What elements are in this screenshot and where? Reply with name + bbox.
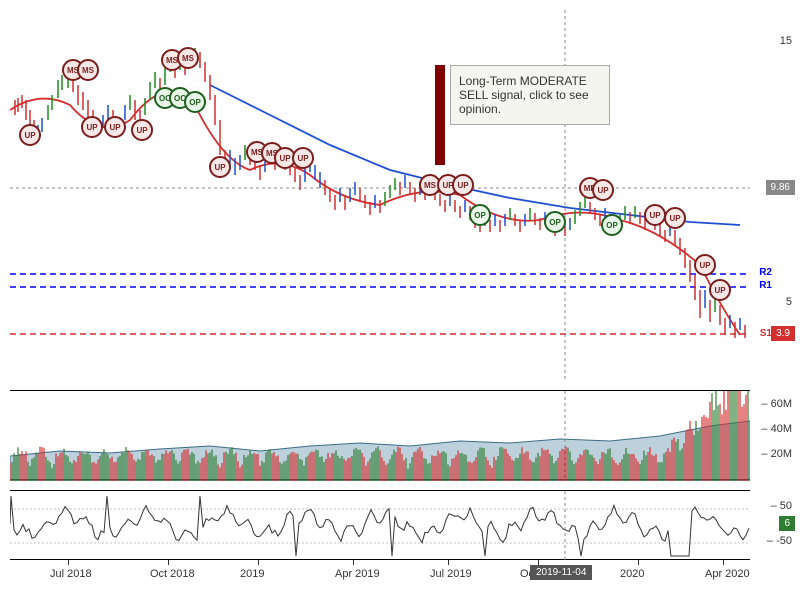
signal-marker-up[interactable]: UP	[709, 279, 731, 301]
vol-ytick-20m: – 20M	[761, 448, 792, 460]
crosshair-date-badge: 2019-11-04	[530, 565, 592, 580]
x-tick-label: Apr 2020	[705, 568, 750, 580]
osc-ytick-50: – 50	[771, 500, 792, 512]
stock-chart-container: MSMSUPUPUPUPMSMSOCOCOPUPMSMSUPUPMSUPUPOP…	[0, 0, 800, 600]
x-tick-label: Oct 2018	[150, 568, 195, 580]
x-tick-label: 2020	[620, 568, 644, 580]
resistance-r1-label: R1	[759, 280, 772, 291]
signal-marker-up[interactable]: UP	[664, 207, 686, 229]
signal-marker-up[interactable]: UP	[592, 179, 614, 201]
oscillator-svg	[10, 491, 750, 561]
signal-marker-up[interactable]: UP	[131, 119, 153, 141]
x-tick-label: Apr 2019	[335, 568, 380, 580]
signal-marker-op[interactable]: OP	[601, 214, 623, 236]
oscillator-value-badge: 6	[779, 516, 795, 531]
signal-marker-up[interactable]: UP	[81, 116, 103, 138]
resistance-r2-label: R2	[759, 267, 772, 278]
tooltip-text: Long-Term MODERATE SELL signal, click to…	[459, 74, 589, 116]
price-ytick-5: 5	[786, 296, 792, 308]
signal-marker-op[interactable]: OP	[544, 211, 566, 233]
signal-marker-up[interactable]: UP	[104, 116, 126, 138]
osc-ytick-n50: – -50	[767, 535, 792, 547]
signal-marker-up[interactable]: UP	[209, 156, 231, 178]
tooltip-indicator-bar	[435, 65, 445, 165]
signal-marker-up[interactable]: UP	[19, 124, 41, 146]
signal-marker-ms[interactable]: MS	[77, 59, 99, 81]
volume-svg	[10, 391, 750, 481]
signal-marker-op[interactable]: OP	[184, 91, 206, 113]
x-tick-label: 2019	[240, 568, 264, 580]
price-svg	[10, 10, 750, 380]
vol-ytick-60m: – 60M	[761, 398, 792, 410]
x-axis: Jul 2018Oct 20182019Apr 2019Jul 2019Oct …	[10, 565, 750, 590]
signal-marker-ms[interactable]: MS	[177, 47, 199, 69]
reference-price-badge: 9.86	[766, 180, 795, 195]
signal-marker-up[interactable]: UP	[452, 174, 474, 196]
price-ytick-15: 15	[780, 35, 792, 47]
oscillator-panel[interactable]	[10, 490, 750, 560]
signal-marker-op[interactable]: OP	[469, 204, 491, 226]
current-price-badge: 3.9	[771, 326, 795, 341]
x-tick-label: Jul 2018	[50, 568, 92, 580]
vol-ytick-40m: – 40M	[761, 423, 792, 435]
x-tick-label: Jul 2019	[430, 568, 472, 580]
price-panel[interactable]: MSMSUPUPUPUPMSMSOCOCOPUPMSMSUPUPMSUPUPOP…	[10, 10, 750, 380]
signal-tooltip[interactable]: Long-Term MODERATE SELL signal, click to…	[450, 65, 610, 125]
volume-panel[interactable]	[10, 390, 750, 480]
signal-marker-up[interactable]: UP	[644, 204, 666, 226]
signal-marker-up[interactable]: UP	[292, 147, 314, 169]
signal-marker-up[interactable]: UP	[694, 254, 716, 276]
